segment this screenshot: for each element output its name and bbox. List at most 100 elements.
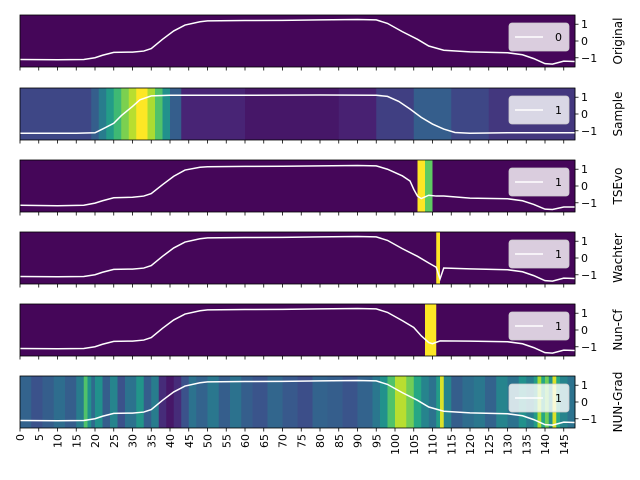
y-tick-label: 0 (581, 396, 588, 409)
heat-cell (158, 376, 167, 428)
heat-cell (376, 88, 415, 140)
series-line (19, 18, 576, 65)
heat-cell (31, 376, 43, 428)
heat-cell (188, 376, 197, 428)
y-tick-label: 0 (581, 252, 588, 265)
x-tick-label: 110 (427, 434, 440, 455)
y-tick-label: 0 (581, 35, 588, 48)
x-tick-label: 60 (239, 434, 252, 448)
y-tick-label: 1 (581, 235, 588, 248)
y-tick-label: 0 (581, 180, 588, 193)
x-tick-label: 15 (70, 434, 83, 448)
series-line (19, 379, 576, 426)
x-tick-label: 55 (220, 434, 233, 448)
heat-cell (282, 376, 298, 428)
y-axis-label: Nun-Cf (611, 309, 625, 351)
heat-cell (87, 376, 92, 428)
heat-cell (395, 376, 407, 428)
heat-cell (110, 376, 118, 428)
x-tick-label: 140 (539, 434, 552, 455)
heat-cell (327, 376, 343, 428)
x-tick-label: 50 (202, 434, 215, 448)
heat-cell (485, 376, 497, 428)
heat-cell (83, 376, 88, 428)
x-tick-label: 10 (52, 434, 65, 448)
heat-cell (155, 88, 163, 140)
y-tick-label: −1 (581, 341, 597, 354)
x-tick-label: 30 (127, 434, 140, 448)
heat-cell (143, 376, 152, 428)
heat-cell (436, 376, 441, 428)
y-tick-label: −1 (581, 413, 597, 426)
heat-cell (42, 376, 55, 428)
heat-cell (425, 160, 433, 212)
heat-cell (372, 376, 381, 428)
heat-cell (136, 88, 148, 140)
panel-tsevo: 1 0 −1 TSEvo 1 (19, 159, 625, 216)
heat-cell (125, 376, 137, 428)
x-tick-label: 105 (408, 434, 421, 455)
heat-cell (162, 88, 171, 140)
heat-cell (166, 376, 175, 428)
y-axis-label: Original (611, 18, 625, 65)
heat-cell (428, 376, 437, 428)
heat-cell (170, 88, 182, 140)
heat-cell (462, 376, 475, 428)
heat-cell (473, 376, 486, 428)
heat-cell (147, 88, 156, 140)
x-tick-label: 80 (314, 434, 327, 448)
y-tick-label: 0 (581, 108, 588, 121)
heat-cell (20, 15, 576, 67)
heat-cell (91, 88, 100, 140)
x-tick-label: 70 (277, 434, 290, 448)
series-line (19, 235, 576, 282)
heat-cell (245, 88, 340, 140)
x-tick-label: 5 (33, 434, 46, 441)
heat-cell (406, 376, 415, 428)
x-tick-label: 145 (558, 434, 571, 455)
y-tick-label: 1 (581, 18, 588, 31)
heat-cell (20, 160, 418, 212)
heat-cell (95, 376, 103, 428)
x-tick-label: 85 (333, 434, 346, 448)
heat-cell (181, 88, 246, 140)
x-tick-label: 75 (295, 434, 308, 448)
y-axis-label: NUN-Grad (611, 372, 625, 433)
heat-cell (173, 376, 182, 428)
heat-cell (451, 88, 490, 140)
heat-cell (207, 376, 220, 428)
y-tick-label: 0 (581, 324, 588, 337)
panel-wachter: 1 0 −1 Wachter 1 (19, 231, 625, 288)
heat-cell (297, 376, 313, 428)
heat-cell (20, 376, 32, 428)
x-tick-label: 35 (145, 434, 158, 448)
x-tick-label: 45 (183, 434, 196, 448)
x-tick-label: 25 (108, 434, 121, 448)
x-tick-label: 130 (502, 434, 515, 455)
heat-cell (76, 376, 85, 428)
y-tick-label: −1 (581, 125, 597, 138)
y-axis-label: Sample (611, 92, 625, 137)
y-tick-label: −1 (581, 269, 597, 282)
x-tick-label: 65 (258, 434, 271, 448)
heat-cell (106, 88, 115, 140)
heat-cell (342, 376, 358, 428)
heat-cell (421, 376, 430, 428)
legend-label: 1 (555, 248, 562, 261)
heat-cell (413, 376, 422, 428)
x-tick-label: 135 (520, 434, 533, 455)
y-tick-label: −1 (581, 197, 597, 210)
heat-cell (20, 88, 92, 140)
heat-cell (113, 88, 122, 140)
panel-nun-cf: 1 0 −1 Nun-Cf 1 (19, 303, 625, 360)
heat-cell (357, 376, 373, 428)
legend-label: 1 (555, 104, 562, 117)
y-axis-label: Wachter (611, 233, 625, 283)
y-tick-label: 1 (581, 307, 588, 320)
heat-cell (252, 376, 268, 428)
heat-cell (496, 376, 508, 428)
heat-cell (53, 376, 66, 428)
x-tick-label: 125 (483, 434, 496, 455)
heat-cell (121, 88, 130, 140)
